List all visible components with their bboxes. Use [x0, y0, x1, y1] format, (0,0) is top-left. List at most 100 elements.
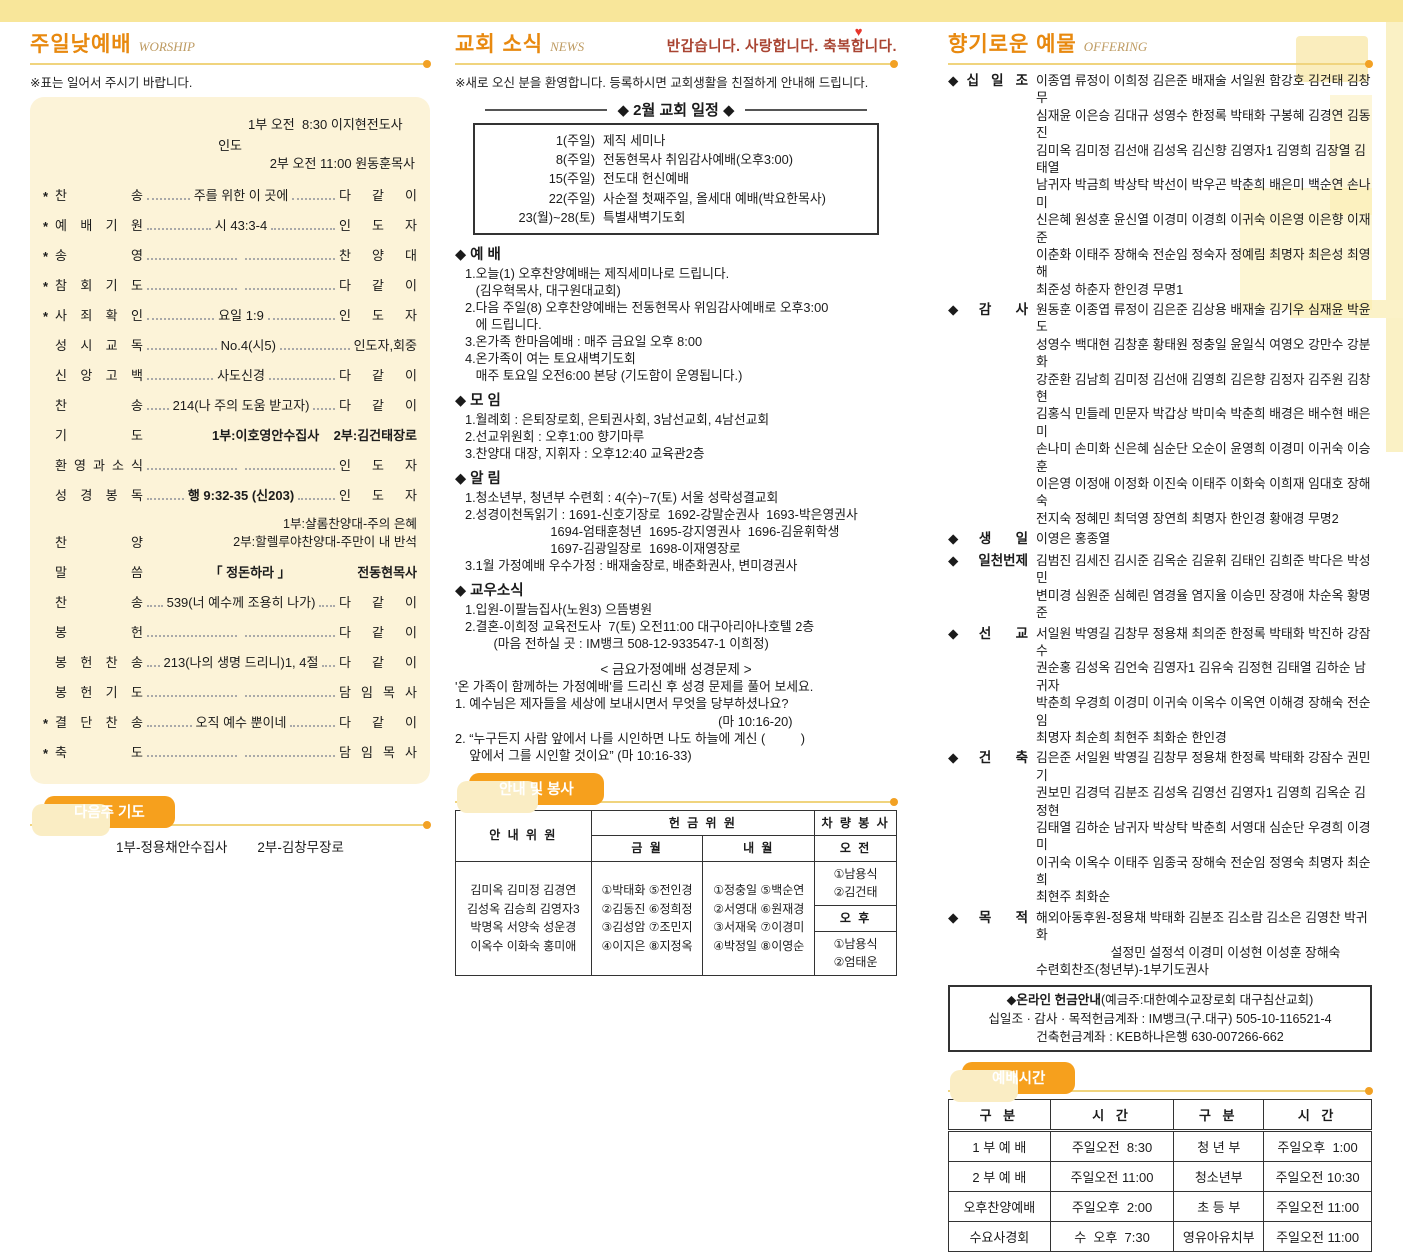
afternoon-names: ①남용식 ②엄태운 [814, 930, 897, 976]
news-section: ◆ 알 림 1.청소년부, 청년부 수련회 : 4(수)~7(토) 서울 성락성… [455, 467, 897, 574]
worship-row: * 참 회 기 도 다 같 이 [43, 275, 417, 294]
news-sections: ◆ 예 배 1.오늘(1) 오후찬양예배는 제직세미나로 드립니다. (김우혁목… [455, 243, 897, 652]
row-right: 담 임 목 사 [339, 745, 417, 760]
offering-label: ◆목 적 [948, 909, 1028, 925]
service-name: 1 부 예 배 [948, 1130, 1051, 1163]
times-row: 오후찬양예배 주일오후 2:00 초 등 부 주일오전 11:00 [948, 1191, 1372, 1223]
worship-row: 기 도 1부:이호영안수집사 2부:김건태장로 [43, 425, 417, 444]
online-holder: (예금주:대한예수교장로회 대구침산교회) [1100, 993, 1314, 1008]
service-time: 주일오후 2:00 [1049, 1191, 1175, 1223]
calendar-item: 15(주일) 전도대 헌신예배 [483, 169, 869, 188]
calendar-date: 15(주일) [548, 171, 595, 187]
row-label: 예 배 기 원 [55, 217, 143, 233]
calendar-desc: 특별새벽기도회 [603, 209, 686, 225]
service-time: 주일오전 11:00 [1263, 1191, 1372, 1223]
section-body: 1.청소년부, 청년부 수련회 : 4(수)~7(토) 서울 성락성결교회 2.… [465, 490, 858, 574]
offering-section: ◆목 적 해외아동후원-정용채 박태화 김분조 김소람 김소은 김영찬 박귀화 … [948, 909, 1372, 979]
news-title-en: NEWS [550, 39, 585, 54]
row-right: 인 도 자 [339, 217, 417, 233]
row-right: 다 같 이 [339, 397, 417, 413]
times-row: 1 부 예 배 주일오전 8:30 청 년 부 주일오후 1:00 [948, 1130, 1372, 1163]
worship-row: 성 경 봉 독 행 9:32-35 (신203) 인 도 자 [43, 485, 417, 504]
row-right: 인 도 자 [339, 487, 417, 503]
row-center: 1부:이호영안수집사 2부:김건태장로 [211, 427, 417, 443]
service-time: 수 오후 7:30 [1049, 1221, 1175, 1252]
row-right: 다 같 이 [339, 625, 417, 640]
th-category: 구 분 [948, 1099, 1051, 1133]
watermark-blob [1240, 188, 1372, 310]
calendar-desc: 사순절 첫째주일, 올세대 예배(박요한목사) [603, 190, 826, 206]
row-label: 찬 양 [55, 535, 143, 550]
service-times-badge: 예배시간 [949, 1062, 1076, 1103]
offering-title: 향기로운 예물 [948, 33, 1077, 56]
row-center: 오직 예수 뿐이네 [195, 715, 287, 730]
service-time: 주일오전 11:00 [1049, 1161, 1175, 1193]
worship-row: * 예 배 기 원 시 43:3-4 인 도 자 [43, 215, 417, 234]
service-time: 주일오후 1:00 [1263, 1130, 1372, 1163]
row-label: 봉 헌 찬 송 [55, 655, 143, 670]
online-line1: ◆온라인 헌금안내(예금주:대한예수교장로회 대구침산교회) [954, 991, 1366, 1009]
th-time: 시 간 [1049, 1099, 1175, 1133]
row-center: 539(너 예수께 조용히 나가) [166, 595, 316, 610]
next-week-prayer-badge: 다음주 기도 [32, 796, 175, 836]
row-right: 인도자,회중 [353, 337, 417, 353]
times-row: 2 부 예 배 주일오전 11:00 청소년부 주일오전 10:30 [948, 1161, 1372, 1193]
col-guide: 안 내 위 원 [455, 809, 592, 862]
row-right: 담 임 목 사 [339, 685, 417, 700]
row-right: 인 도 자 [339, 307, 417, 323]
offering-names: 김은준 서일원 박영길 김창무 정용채 한정록 박태화 강잠수 권민기 권보민 … [1036, 750, 1371, 905]
offering-section: ◆생 일 이영은 홍종열 [948, 530, 1372, 549]
volunteer-table: 안 내 위 원 헌 금 위 원 차 량 봉 사 금 월 내 월 오 전 김미옥 … [455, 809, 897, 976]
lead-label: 인도 [218, 137, 243, 153]
service-name: 청 년 부 [1173, 1130, 1265, 1163]
service-name: 오후찬양예배 [948, 1191, 1051, 1223]
worship-leaders: 인도 1부 오전 8:30 이지현전도사 2부 오전 11:00 원동훈목사 [43, 115, 415, 174]
morning-names: ①남용식 ②김건태 [814, 860, 897, 906]
stand-mark: * [43, 716, 49, 731]
row-right: 전동현목사 [357, 565, 417, 580]
news-section: ◆ 교우소식 1.입원-이팔늠집사(노원3) 으뜸병원 2.결혼-이희정 교육전… [455, 579, 897, 652]
sub-next-month: 내 월 [702, 835, 816, 862]
calendar-date: 8(주일) [555, 152, 595, 168]
row-label: 결 단 찬 송 [55, 715, 143, 730]
watermark-blob [1296, 36, 1368, 82]
worship-row: 찬 양 1부:샬롬찬양대-주의 은혜 2부:할렐루야찬양대-주만이 내 반석 [43, 515, 417, 552]
worship-row: * 찬 송 주를 위한 이 곳에 다 같 이 [43, 185, 417, 204]
row-label: 성 경 봉 독 [55, 487, 143, 503]
col-offering: 헌 금 위 원 [590, 809, 816, 837]
watermark-blob [1290, 300, 1403, 318]
worship-note: ※표는 일어서 주시기 바랍니다. [30, 76, 193, 90]
offering-section: ◆일천번제 김범진 김세진 김시준 김옥순 김윤휘 김태인 김희준 박다은 박성… [948, 552, 1372, 622]
news-note: ※새로 오신 분을 환영합니다. 등록하시면 교회생활을 친절하게 안내해 드립… [455, 76, 869, 90]
calendar-box: 1(주일) 제직 세미나 8(주일) 전동현목사 취임감사예배(오후3:00) … [473, 123, 879, 235]
service-time: 주일오전 8:30 [1049, 1130, 1175, 1163]
calendar-desc: 전도대 헌신예배 [603, 171, 689, 187]
service-name: 수요사경회 [948, 1221, 1051, 1252]
service-name: 청소년부 [1173, 1161, 1265, 1193]
sub-this-month: 금 월 [590, 835, 704, 862]
row-right-lines: 1부:샬롬찬양대-주의 은혜 2부:할렐루야찬양대-주만이 내 반석 [233, 516, 417, 549]
title-line [485, 108, 608, 111]
worship-header: 주일낮예배 WORSHIP [30, 28, 430, 58]
times-row: 수요사경회 수 오후 7:30 영유아유치부 주일오전 11:00 [948, 1221, 1372, 1252]
offering-column: 향기로운 예물 OFFERING ◆십 일 조 이종엽 류정이 이희정 김은준 … [948, 28, 1373, 1252]
worship-row: * 사 죄 확 인 요일 1:9 인 도 자 [43, 305, 417, 324]
worship-row: * 송 영 찬 양 대 [43, 245, 417, 264]
th-time: 시 간 [1263, 1099, 1372, 1133]
row-center: 213(나의 생명 드리니)1, 4절 [163, 655, 319, 670]
row-right: 다 같 이 [339, 595, 417, 610]
row-center: 요일 1:9 [218, 307, 264, 323]
row-center: 시 43:3-4 [214, 217, 268, 233]
news-column: 교회 소식 NEWS 반갑습니다. 사랑합니다. 축복합니다. ♥ ※새로 오신 … [455, 24, 898, 976]
volunteer-badge: 안내 및 봉사 [457, 772, 604, 813]
offering-header: 향기로운 예물 OFFERING [948, 28, 1372, 58]
col-vehicle: 차 량 봉 사 [814, 809, 897, 837]
offering-title-en: OFFERING [1083, 39, 1148, 54]
service-time: 주일오전 10:30 [1263, 1161, 1372, 1193]
row-center: 주를 위한 이 곳에 [193, 187, 289, 203]
row-right: 다 같 이 [339, 187, 417, 203]
row-label: 찬 송 [55, 187, 143, 203]
offering-names: 서일원 박영길 김창무 정용채 최의준 한정록 박태화 박진하 강잠수 권순홍 … [1036, 625, 1371, 745]
next-week-prayer-names: 1부-정용채안수집사 2부-김창무장로 [116, 840, 344, 855]
greeting-text: 반갑습니다. 사랑합니다. 축복합니다. ♥ [667, 24, 897, 56]
